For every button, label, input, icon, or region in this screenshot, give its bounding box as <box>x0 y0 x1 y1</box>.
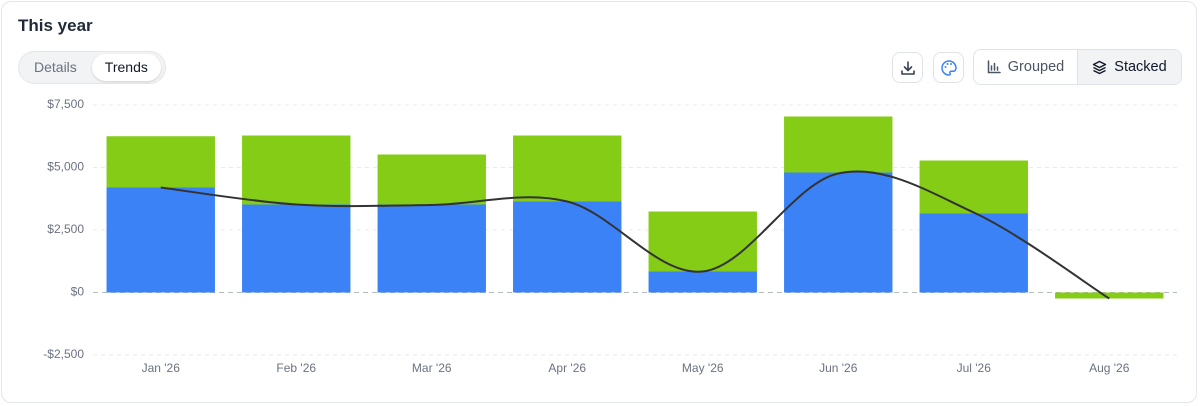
bar-segment <box>919 160 1028 214</box>
mode-toggle: Grouped Stacked <box>973 49 1182 85</box>
x-tick-label: Jun '26 <box>819 361 858 375</box>
x-tick-label: Jul '26 <box>957 361 992 375</box>
mode-option[interactable]: Stacked <box>1077 50 1181 84</box>
mode-label: Grouped <box>1007 59 1065 75</box>
bar-segment <box>513 201 622 293</box>
bar-segment <box>242 204 351 293</box>
y-tick-label: $0 <box>71 285 85 299</box>
y-tick-label: $5,000 <box>47 160 84 174</box>
card-title: This year <box>18 16 93 35</box>
y-tick-label: $2,500 <box>47 222 84 236</box>
bar-segment <box>784 172 893 293</box>
bar-segment <box>648 271 757 293</box>
mode-label: Stacked <box>1114 59 1167 75</box>
bar-segment <box>377 204 486 293</box>
download-icon <box>900 60 915 75</box>
x-tick-label: Aug '26 <box>1089 361 1130 375</box>
x-tick-label: Feb '26 <box>276 361 316 375</box>
bar-segment <box>106 136 215 188</box>
tab-group: Details Trends <box>18 51 166 84</box>
bar-segment <box>1055 292 1164 299</box>
mode-option[interactable]: Grouped <box>974 50 1077 84</box>
stacked-icon <box>1093 60 1107 74</box>
y-tick-label: -$2,500 <box>43 347 84 361</box>
tab[interactable]: Details <box>34 59 77 75</box>
x-tick-label: Jan '26 <box>142 361 181 375</box>
x-tick-label: Mar '26 <box>412 361 452 375</box>
y-tick-label: $7,500 <box>47 97 84 111</box>
bar-segment <box>919 213 1028 293</box>
bar-segment <box>648 211 757 272</box>
trend-line <box>160 170 1110 300</box>
download-button[interactable] <box>892 52 923 83</box>
bar-segment <box>242 135 351 205</box>
palette-icon <box>940 59 957 76</box>
x-tick-label: May '26 <box>682 361 724 375</box>
bar-segment <box>784 116 893 173</box>
palette-button[interactable] <box>933 52 964 83</box>
grouped-icon <box>987 60 1001 74</box>
bar-segment <box>513 135 622 202</box>
bar-segment <box>106 187 215 293</box>
bar-segment <box>377 154 486 205</box>
tab[interactable]: Trends <box>91 54 161 81</box>
x-tick-label: Apr '26 <box>548 361 586 375</box>
